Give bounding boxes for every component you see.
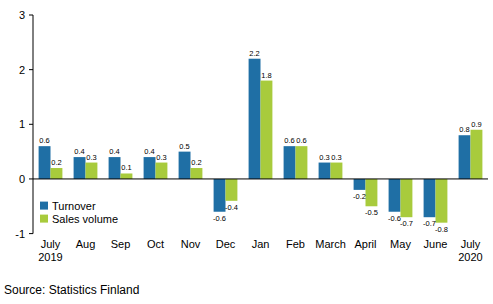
data-label: -0.7: [400, 219, 413, 228]
data-label: 0.9: [471, 120, 481, 129]
legend-label: Sales volume: [52, 213, 118, 225]
data-label: 0.5: [179, 142, 189, 151]
bar: [424, 179, 436, 217]
data-label: 0.2: [191, 158, 201, 167]
legend: TurnoverSales volume: [40, 200, 118, 225]
data-labels: 0.60.40.40.40.5-0.62.20.60.3-0.2-0.6-0.7…: [39, 49, 481, 234]
bar: [109, 157, 121, 179]
bar: [156, 163, 168, 179]
data-label: 0.3: [86, 153, 96, 162]
x-tick-label: Nov: [181, 238, 201, 250]
bar: [296, 146, 308, 179]
bar: [436, 179, 448, 223]
x-tick-label-line: Nov: [181, 238, 201, 250]
y-tick-label: 0: [19, 173, 25, 185]
bar: [471, 130, 483, 179]
x-tick-label: May: [390, 238, 411, 250]
data-label: -0.6: [213, 214, 226, 223]
source: Source: Statistics Finland: [4, 283, 139, 297]
legend-swatch: [40, 215, 48, 223]
y-tick: [29, 178, 33, 179]
bars: [39, 59, 483, 223]
y-tick-label: 3: [19, 9, 25, 21]
y-tick-label: 2: [19, 64, 25, 76]
legend-label: Turnover: [52, 200, 96, 212]
bar: [74, 157, 86, 179]
x-tick-label: Jan: [252, 238, 270, 250]
bar: [261, 81, 273, 179]
bar: [319, 163, 331, 179]
data-label: 0.4: [109, 147, 119, 156]
x-tick-label-line: Aug: [76, 238, 96, 250]
x-tick-label-line: Sep: [111, 238, 131, 250]
data-label: 0.6: [296, 136, 306, 145]
data-label: 0.6: [39, 136, 49, 145]
zero-line: [33, 178, 488, 179]
x-tick-label-line: Jan: [252, 238, 270, 250]
bar: [86, 163, 98, 179]
bar: [249, 59, 261, 179]
x-tick-label-line: April: [354, 238, 376, 250]
bar: [51, 168, 63, 179]
bar: [366, 179, 378, 206]
data-label: 0.3: [331, 153, 341, 162]
x-tick-label-line: Oct: [147, 238, 164, 250]
x-tick-label: Dec: [216, 238, 236, 250]
x-tick-label-line: July: [41, 238, 61, 250]
data-label: -0.5: [365, 208, 378, 217]
chart: -1 0 1 2 3 0.6 0.4 0.4 0.4 0.5 -0.6 2.2 0.6 0.3 -0.2 -0…: [0, 0, 493, 304]
x-tick-label: Feb: [286, 238, 305, 250]
bar: [284, 146, 296, 179]
data-label: -0.8: [435, 225, 448, 234]
data-label: 0.2: [51, 158, 61, 167]
data-label: -0.2: [353, 192, 366, 201]
x-tick-label-line: May: [390, 238, 411, 250]
x-tick-label-line: Feb: [286, 238, 305, 250]
y-tick: [29, 69, 33, 70]
bar: [401, 179, 413, 217]
data-label: 2.2: [249, 49, 259, 58]
bar: [179, 152, 191, 179]
bar: [121, 173, 133, 178]
legend-swatch: [40, 202, 48, 210]
bar: [226, 179, 238, 201]
y-tick: [29, 15, 33, 16]
data-label: 0.4: [144, 147, 154, 156]
x-tick-label: April: [354, 238, 376, 250]
data-label: -0.4: [225, 203, 238, 212]
y-tick-label: 1: [19, 118, 25, 130]
bar: [331, 163, 343, 179]
bar: [459, 135, 471, 179]
bar: [144, 157, 156, 179]
y-tick: [29, 124, 33, 125]
bar: [389, 179, 401, 212]
data-label: 0.8: [459, 125, 469, 134]
data-label: 0.1: [121, 163, 131, 172]
x-tick-label-line: 2020: [458, 251, 482, 263]
x-tick-label-line: Dec: [216, 238, 236, 250]
x-tick-label: March: [315, 238, 346, 250]
y-tick: [29, 233, 33, 234]
data-label: 1.8: [261, 71, 271, 80]
x-tick-label: Aug: [76, 238, 96, 250]
y-tick-label: -1: [15, 228, 25, 240]
bar: [39, 146, 51, 179]
x-tick-label: June: [424, 238, 448, 250]
bar: [191, 168, 203, 179]
bar: [354, 179, 366, 190]
data-label: 0.4: [74, 147, 84, 156]
data-label: 0.3: [319, 153, 329, 162]
x-tick-label-line: March: [315, 238, 346, 250]
x-tick-label-line: 2019: [38, 251, 62, 263]
bar: [214, 179, 226, 212]
data-label: 0.6: [284, 136, 294, 145]
x-tick-label: Sep: [111, 238, 131, 250]
x-tick-label: Oct: [147, 238, 164, 250]
x-tick-label: July2019: [38, 238, 62, 263]
x-tick-label: July2020: [458, 238, 482, 263]
x-tick-label-line: June: [424, 238, 448, 250]
data-label: 0.3: [156, 153, 166, 162]
x-tick-label-line: July: [461, 238, 481, 250]
